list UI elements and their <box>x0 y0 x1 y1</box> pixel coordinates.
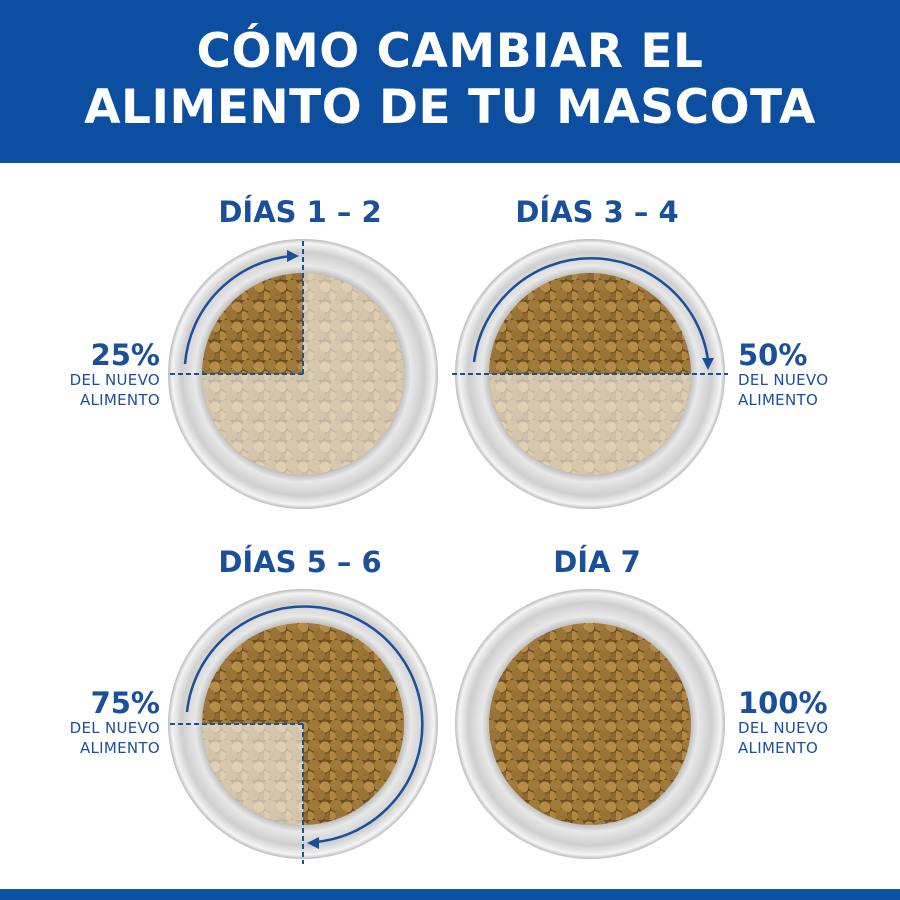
title-line-1: CÓMO CAMBIAR EL <box>196 24 704 79</box>
rotation-arrow <box>472 257 710 363</box>
desc-line-1: DEL NUEVO <box>69 371 160 389</box>
bowl-2 <box>452 239 728 509</box>
desc-line-1: DEL NUEVO <box>738 719 829 737</box>
arrow-head-icon <box>307 837 319 849</box>
percent-value: 75% <box>90 686 160 720</box>
old-food-overlay <box>202 724 303 825</box>
percent-label-2: 50% DEL NUEVO ALIMENTO <box>738 340 878 410</box>
rotation-arrow <box>183 254 292 365</box>
bowl-4 <box>455 589 725 859</box>
step-title-3: DÍAS 5 – 6 <box>218 545 382 579</box>
desc-line-1: DEL NUEVO <box>69 719 160 737</box>
percent-value: 100% <box>738 686 828 720</box>
step-title-2: DÍAS 3 – 4 <box>515 195 679 229</box>
bowl-3 <box>168 589 438 864</box>
percent-label-3: 75% DEL NUEVO ALIMENTO <box>20 688 160 758</box>
percent-label-1: 25% DEL NUEVO ALIMENTO <box>20 340 160 410</box>
desc-line-2: ALIMENTO <box>738 739 819 757</box>
percent-value: 25% <box>90 338 160 372</box>
bowl-1 <box>168 239 438 509</box>
desc-line-2: ALIMENTO <box>79 739 160 757</box>
header-banner: CÓMO CAMBIAR EL ALIMENTO DE TU MASCOTA <box>0 0 900 163</box>
rotation-arrow <box>185 605 424 844</box>
kibble-fill <box>489 623 691 825</box>
step-title-1: DÍAS 1 – 2 <box>218 195 382 229</box>
percent-label-4: 100% DEL NUEVO ALIMENTO <box>738 688 878 758</box>
arrow-head-icon <box>702 358 714 370</box>
old-food-overlay <box>489 374 691 475</box>
footer-bar <box>0 889 900 900</box>
title-line-2: ALIMENTO DE TU MASCOTA <box>84 80 816 135</box>
desc-line-2: ALIMENTO <box>79 391 160 409</box>
step-title-4: DÍA 7 <box>553 545 641 579</box>
desc-line-2: ALIMENTO <box>738 391 819 409</box>
percent-value: 50% <box>738 338 808 372</box>
desc-line-1: DEL NUEVO <box>738 371 829 389</box>
arrow-head-icon <box>287 250 299 262</box>
